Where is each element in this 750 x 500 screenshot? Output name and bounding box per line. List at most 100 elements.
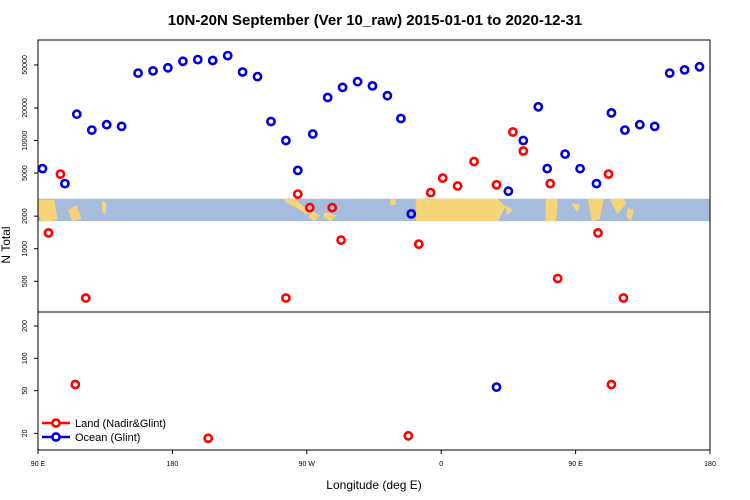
land-shape xyxy=(545,198,558,222)
land-point xyxy=(545,178,556,189)
y-tick-label: 50000 xyxy=(22,55,29,75)
land-point xyxy=(606,379,617,390)
ocean-point xyxy=(694,61,705,72)
land-shape xyxy=(323,212,337,222)
land-shape xyxy=(282,198,312,215)
land-point xyxy=(55,169,66,179)
ocean-point xyxy=(560,149,570,159)
y-tick-label: 20 xyxy=(22,429,29,437)
ocean-point xyxy=(252,71,263,82)
land-point xyxy=(292,189,303,199)
x-tick-label: 180 xyxy=(704,461,716,468)
land-shape xyxy=(67,205,82,222)
ocean-point xyxy=(292,165,303,176)
land-shape xyxy=(505,205,513,216)
ocean-point xyxy=(86,125,97,136)
land-point xyxy=(437,173,448,183)
ocean-point xyxy=(322,92,333,103)
ocean-point xyxy=(367,81,378,91)
world-map-band xyxy=(38,198,710,222)
land-point xyxy=(469,156,479,167)
x-axis-label: Longitude (deg E) xyxy=(326,478,421,492)
land-point xyxy=(280,293,291,303)
land-point xyxy=(304,202,315,213)
ocean-point xyxy=(542,163,553,174)
land-point xyxy=(518,146,529,156)
ocean-point xyxy=(148,66,158,76)
y-axis-upper: 500 1000 2000 5000 10000 20000 50000 xyxy=(22,55,38,287)
ocean-point xyxy=(266,116,276,127)
ocean-point xyxy=(237,67,248,77)
land-shape xyxy=(308,211,321,222)
land-shape xyxy=(102,200,107,215)
land-point xyxy=(413,239,424,250)
legend: Land (Nadir&Glint) Ocean (Glint) xyxy=(42,418,166,444)
land-point xyxy=(43,227,54,238)
y-tick-label: 10000 xyxy=(22,131,29,151)
legend-label: Ocean (Glint) xyxy=(75,432,140,444)
y-tick-label: 5000 xyxy=(22,165,29,181)
ocean-point xyxy=(518,135,529,146)
land-point xyxy=(452,181,463,191)
land-point xyxy=(508,127,518,137)
land-shape xyxy=(626,207,634,222)
chart-title: 10N-20N September (Ver 10_raw) 2015-01-0… xyxy=(168,12,582,29)
x-tick-label: 90 W xyxy=(299,461,316,468)
land-shape xyxy=(415,198,506,222)
land-point xyxy=(70,379,81,390)
y-tick-label: 20000 xyxy=(22,98,29,118)
ocean-point xyxy=(503,186,514,197)
ocean-point xyxy=(192,54,203,65)
land-point xyxy=(593,227,603,238)
ocean-point xyxy=(664,68,675,78)
land-point xyxy=(80,293,91,303)
ocean-point xyxy=(207,55,218,66)
ocean-point xyxy=(620,125,630,136)
ocean-point xyxy=(395,113,406,124)
ocean-point xyxy=(37,163,48,174)
x-tick-label: 90 E xyxy=(568,461,583,468)
ocean-point xyxy=(177,56,188,67)
land-point xyxy=(491,179,502,190)
land-point xyxy=(336,235,346,245)
y-axis-lower: 20 50 100 200 xyxy=(22,320,38,437)
land-point xyxy=(618,293,629,303)
ocean-point xyxy=(71,109,82,120)
ocean-point xyxy=(222,50,233,61)
land-point xyxy=(552,273,563,284)
y-tick-label: 2000 xyxy=(22,208,29,224)
ocean-point xyxy=(406,208,417,219)
ocean-point xyxy=(133,68,143,78)
ocean-point xyxy=(649,121,660,132)
legend-marker xyxy=(51,432,61,442)
y-tick-label: 50 xyxy=(22,387,29,395)
legend-marker xyxy=(51,418,61,428)
y-tick-label: 1000 xyxy=(22,241,29,257)
ocean-point xyxy=(337,82,348,93)
plot-frame xyxy=(37,39,711,451)
x-tick-label: 0 xyxy=(439,461,443,468)
land-shape xyxy=(390,198,397,206)
x-tick-label: 180 xyxy=(167,461,179,468)
land-shape xyxy=(571,203,581,213)
land-shape xyxy=(609,198,627,215)
ocean-point xyxy=(533,101,544,112)
ocean-point xyxy=(606,108,617,118)
land-point xyxy=(425,187,436,198)
ocean-point xyxy=(382,90,393,101)
ocean-band xyxy=(38,198,710,222)
y-tick-label: 200 xyxy=(22,320,29,332)
ocean-point xyxy=(591,178,602,189)
data-points xyxy=(37,50,705,444)
ocean-point xyxy=(162,62,173,73)
ocean-point xyxy=(116,121,127,132)
ocean-point xyxy=(307,129,318,139)
ocean-point xyxy=(280,135,291,146)
land-point xyxy=(403,430,414,441)
ocean-point xyxy=(60,178,70,189)
legend-label: Land (Nadir&Glint) xyxy=(75,418,166,430)
land-point xyxy=(603,169,614,179)
land-point xyxy=(203,433,214,444)
y-tick-label: 500 xyxy=(22,275,29,287)
